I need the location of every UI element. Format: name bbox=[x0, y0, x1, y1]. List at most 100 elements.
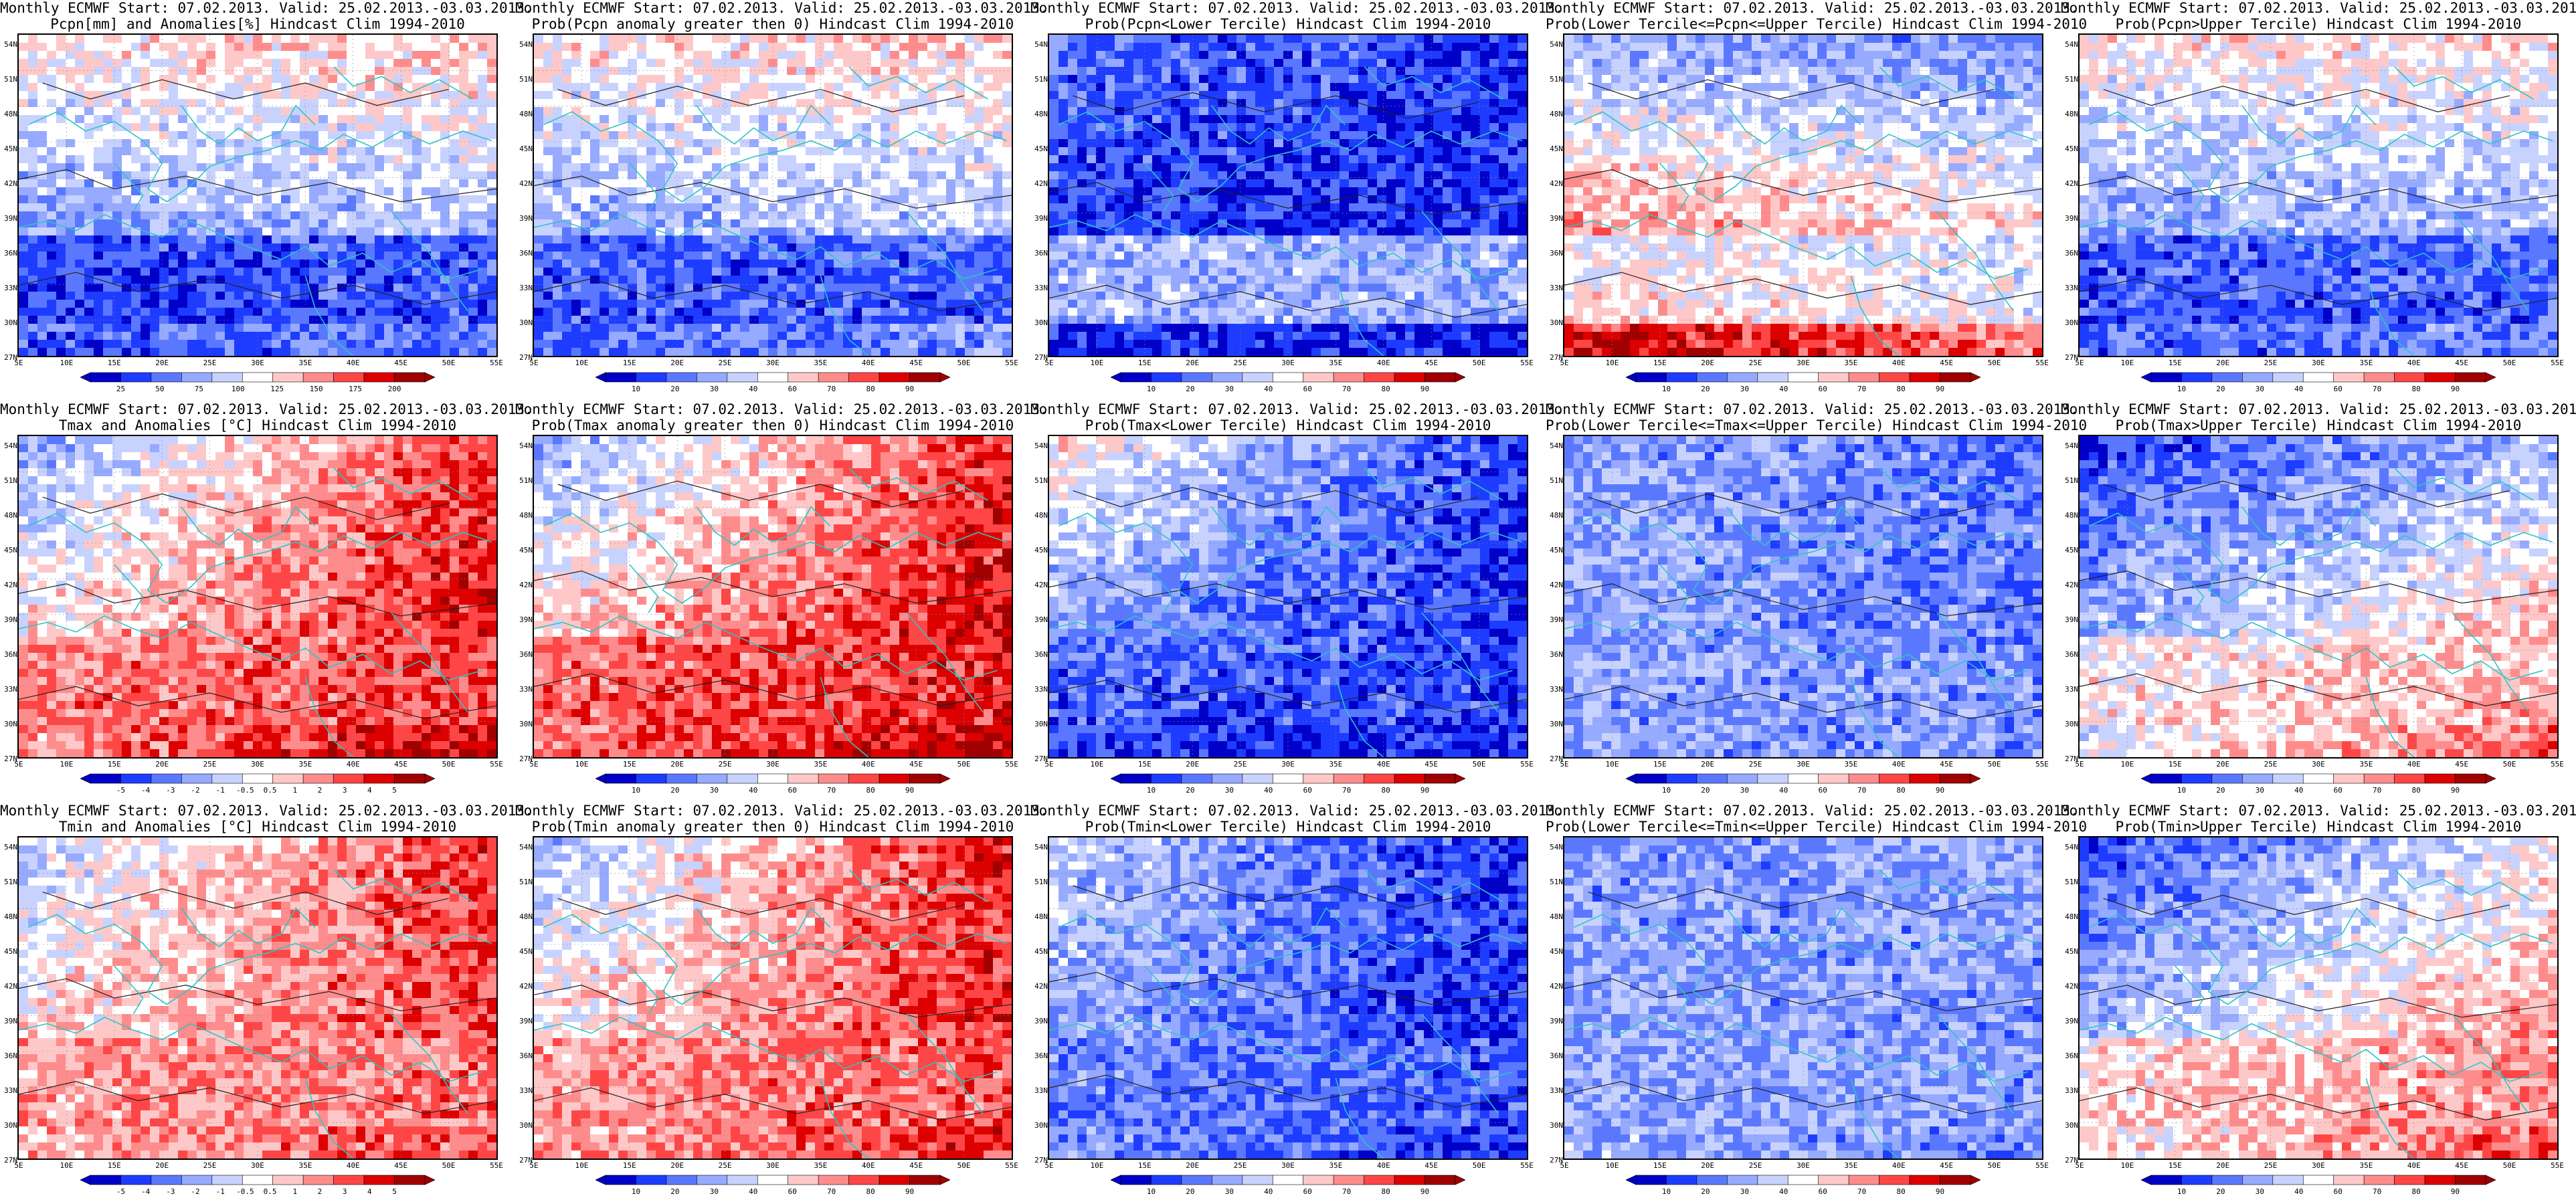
colorbar-swatch bbox=[1364, 773, 1395, 784]
latitude-label: 42N bbox=[1030, 581, 1048, 589]
latitude-label: 30N bbox=[515, 318, 533, 327]
latitude-label: 42N bbox=[515, 581, 533, 589]
longitude-label: 50E bbox=[957, 1161, 971, 1170]
forecast-panel: Monthly ECMWF Start: 07.02.2013. Valid: … bbox=[1546, 803, 2087, 1204]
latitude-label: 48N bbox=[1546, 110, 1563, 118]
latitude-label: 48N bbox=[1030, 912, 1048, 921]
colorbar-swatch bbox=[666, 773, 697, 784]
colorbar-swatch bbox=[848, 372, 880, 383]
latitude-label: 51N bbox=[515, 878, 533, 886]
latitude-label: 45N bbox=[0, 947, 17, 956]
longitude-label: 30E bbox=[251, 1161, 264, 1170]
longitude-label: 15E bbox=[1138, 1161, 1152, 1170]
panel-title: Monthly ECMWF Start: 07.02.2013. Valid: … bbox=[1030, 803, 1564, 835]
longitude-label: 45E bbox=[1424, 1161, 1438, 1170]
longitude-label: 50E bbox=[2503, 359, 2516, 367]
colorbar-swatch bbox=[181, 372, 213, 383]
panel-title-line2: Prob(Tmax anomaly greater then 0) Hindca… bbox=[515, 417, 1030, 433]
longitude-label: 25E bbox=[2264, 1161, 2278, 1170]
colorbar-tick-label: 1 bbox=[292, 1187, 297, 1196]
colorbar-arrow-right bbox=[1455, 372, 1465, 383]
colorbar-tick-label: 20 bbox=[1701, 786, 1710, 795]
colorbar-tick-label: 175 bbox=[349, 385, 362, 393]
longitude-label: 55E bbox=[490, 1161, 503, 1170]
coastline bbox=[2241, 104, 2377, 145]
colorbar-swatch bbox=[272, 1175, 304, 1185]
latitude-label: 36N bbox=[515, 650, 533, 659]
coastline bbox=[181, 506, 316, 546]
colorbar-arrow-right bbox=[2485, 1175, 2496, 1185]
coastline bbox=[19, 1016, 482, 1082]
latitude-label: 42N bbox=[0, 982, 17, 991]
colorbar-swatch bbox=[697, 372, 728, 383]
colorbar-swatch bbox=[1394, 372, 1425, 383]
longitude-label: 20E bbox=[1186, 359, 1199, 367]
colorbar-tick-label: 10 bbox=[2177, 786, 2186, 795]
forecast-map bbox=[17, 836, 498, 1160]
coastline bbox=[304, 1078, 354, 1159]
longitude-label: 20E bbox=[1701, 359, 1714, 367]
colorbar-swatch bbox=[2455, 1175, 2486, 1185]
longitude-label: 55E bbox=[1520, 359, 1534, 367]
coastline bbox=[2088, 512, 2553, 604]
latitude-label: 48N bbox=[1030, 511, 1048, 520]
latitude-label: 39N bbox=[1546, 214, 1563, 223]
contour-line bbox=[1564, 978, 2042, 1011]
coastline bbox=[2365, 1078, 2415, 1159]
colorbar-swatch bbox=[333, 1175, 365, 1185]
longitude-label: 35E bbox=[298, 1161, 312, 1170]
latitude-label: 48N bbox=[2061, 110, 2078, 118]
colorbar-swatch bbox=[181, 773, 213, 784]
latitude-label: 48N bbox=[2061, 912, 2078, 921]
colorbar-tick-label: 80 bbox=[866, 385, 875, 393]
colorbar-swatch bbox=[1272, 1175, 1304, 1185]
colorbar-swatch bbox=[1242, 1175, 1273, 1185]
contour-line bbox=[19, 978, 496, 1011]
coastline bbox=[543, 512, 1008, 604]
longitude-label: 15E bbox=[623, 1161, 636, 1170]
latitude-label: 54N bbox=[2061, 441, 2078, 450]
latitude-label: 39N bbox=[1030, 214, 1048, 223]
latitude-label: 33N bbox=[515, 1086, 533, 1095]
colorbar-tick-label: 40 bbox=[749, 786, 757, 795]
panel-title: Monthly ECMWF Start: 07.02.2013. Valid: … bbox=[2061, 803, 2576, 835]
longitude-label: 25E bbox=[203, 359, 217, 367]
colorbar-swatch bbox=[1757, 1175, 1788, 1185]
latitude-label: 36N bbox=[1546, 650, 1563, 659]
colorbar-swatch bbox=[1212, 1175, 1243, 1185]
forecast-map bbox=[17, 33, 498, 357]
latitude-label: 48N bbox=[1546, 511, 1563, 520]
colorbar-swatch bbox=[211, 372, 243, 383]
colorbar bbox=[1626, 1175, 1981, 1185]
colorbar-arrow-left bbox=[2141, 1175, 2152, 1185]
coastline bbox=[1573, 914, 2038, 1005]
panel-title: Monthly ECMWF Start: 07.02.2013. Valid: … bbox=[515, 803, 1048, 835]
colorbar-swatch bbox=[1364, 1175, 1395, 1185]
longitude-label: 25E bbox=[2264, 760, 2278, 769]
longitude-label: 5E bbox=[2075, 359, 2084, 367]
longitude-label: 10E bbox=[60, 359, 73, 367]
colorbar-swatch bbox=[1879, 773, 1910, 784]
panel-title-line2: Prob(Lower Tercile<=Tmax<=Upper Tercile)… bbox=[1546, 417, 2087, 433]
latitude-label: 39N bbox=[0, 214, 17, 223]
longitude-label: 45E bbox=[394, 1161, 407, 1170]
panel-title-line2: Prob(Pcpn>Upper Tercile) Hindcast Clim 1… bbox=[2061, 16, 2576, 32]
longitude-label: 30E bbox=[1797, 1161, 1810, 1170]
colorbar-arrow-left bbox=[595, 773, 606, 784]
latitude-label: 30N bbox=[2061, 720, 2078, 728]
coastline bbox=[19, 615, 482, 681]
forecast-map bbox=[1563, 435, 2043, 759]
longitude-label: 45E bbox=[1424, 760, 1438, 769]
colorbar-swatch bbox=[1787, 372, 1819, 383]
coastline bbox=[1364, 468, 1503, 501]
longitude-label: 40E bbox=[2407, 760, 2421, 769]
latitude-label: 51N bbox=[1030, 878, 1048, 886]
latitude-label: 33N bbox=[515, 685, 533, 694]
coastline bbox=[629, 163, 659, 212]
colorbar-swatch bbox=[757, 372, 789, 383]
panel-title: Monthly ECMWF Start: 07.02.2013. Valid: … bbox=[1546, 0, 2087, 32]
latitude-label: 30N bbox=[1030, 1121, 1048, 1130]
latitude-label: 54N bbox=[1030, 843, 1048, 851]
colorbar-tick-label: 150 bbox=[310, 385, 323, 393]
colorbar-swatch bbox=[2181, 773, 2213, 784]
